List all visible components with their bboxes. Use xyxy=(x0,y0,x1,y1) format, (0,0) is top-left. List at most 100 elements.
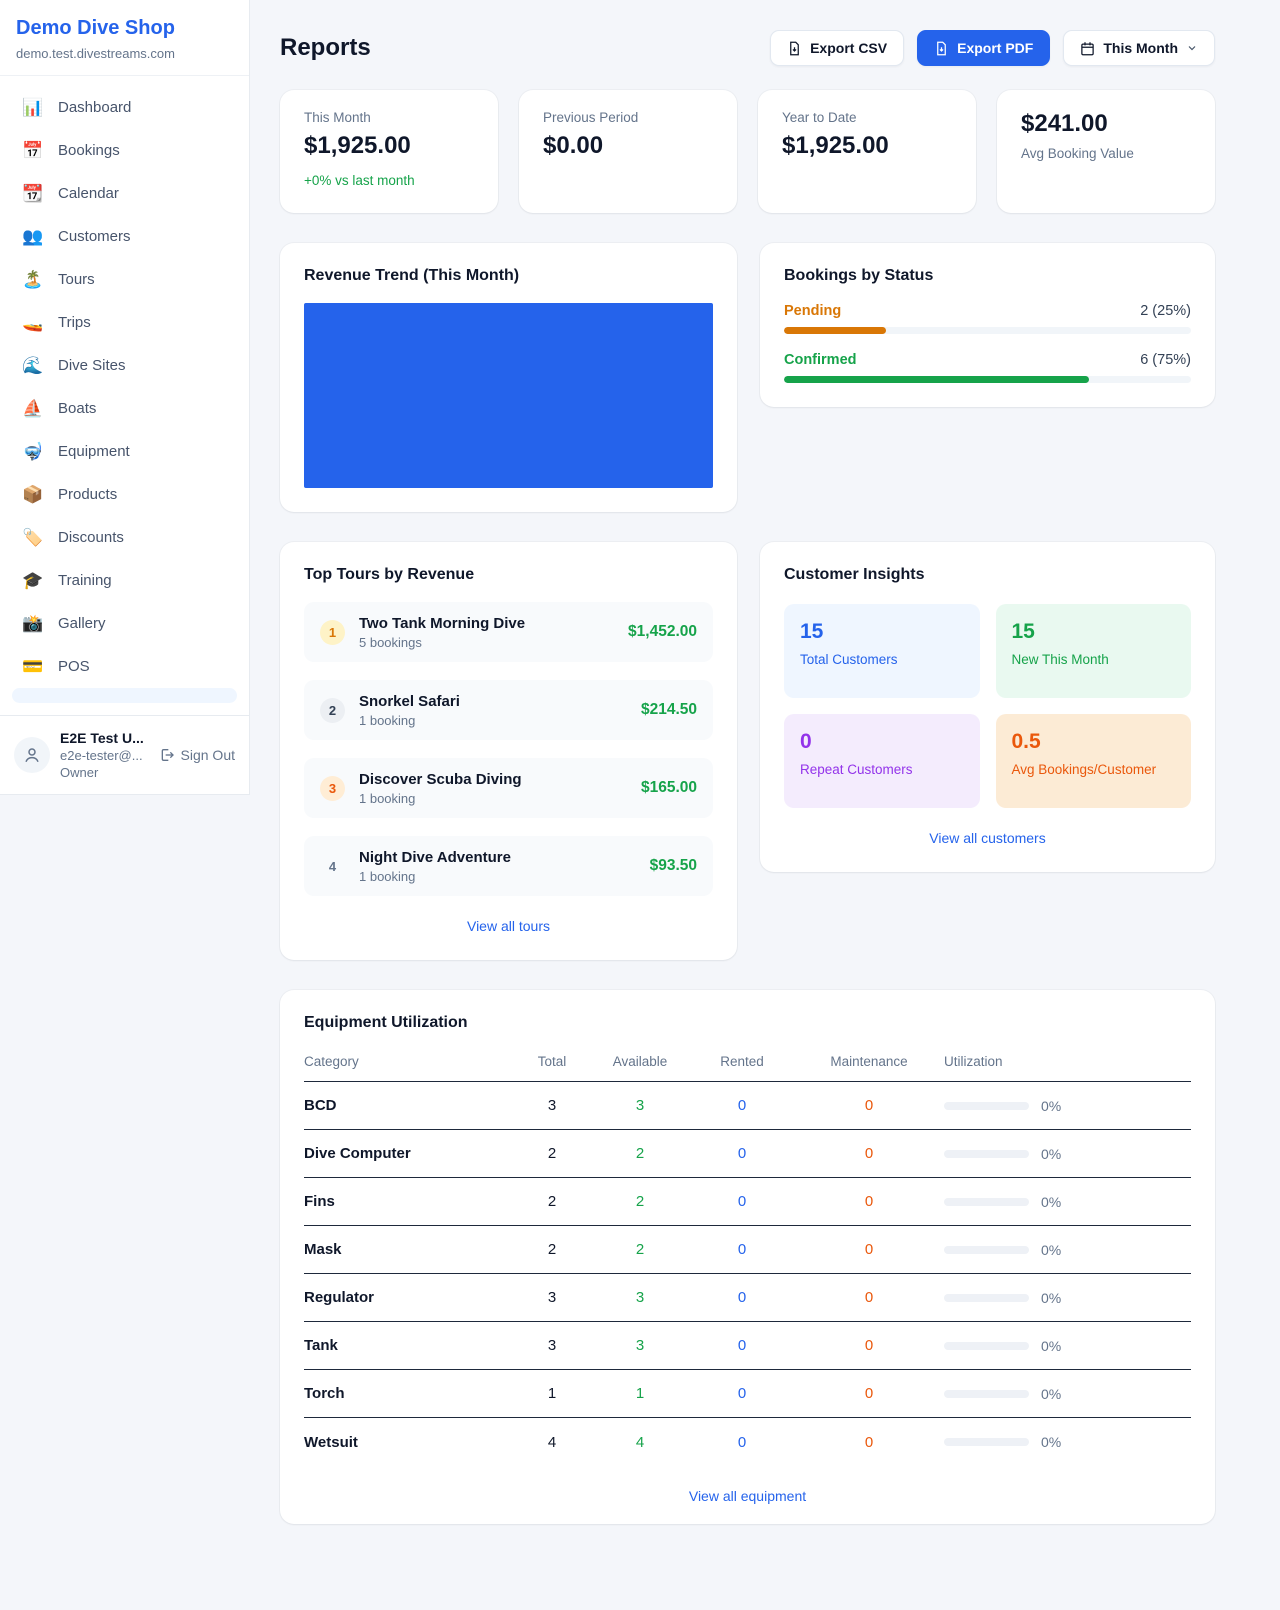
sidebar-item-boats[interactable]: ⛵ Boats xyxy=(10,387,239,430)
insight-tile: 15 New This Month xyxy=(995,604,1191,698)
tour-revenue: $93.50 xyxy=(649,857,697,874)
utilization-bar xyxy=(944,1389,1029,1398)
view-all-customers-link[interactable]: View all customers xyxy=(929,830,1046,846)
sidebar-item-label: Products xyxy=(58,486,118,503)
cell-maintenance: 0 xyxy=(864,1241,874,1258)
stat-value: $1,925.00 xyxy=(304,132,411,159)
tour-row[interactable]: 1 Two Tank Morning Dive 5 bookings $1,452.0… xyxy=(304,602,713,662)
sign-out-button[interactable]: Sign Out xyxy=(159,747,235,763)
boats-icon: ⛵ xyxy=(22,398,44,418)
insight-value: 0.5 xyxy=(1011,730,1041,753)
training-icon: 🎓 xyxy=(22,570,44,590)
brand-name: Demo Dive Shop xyxy=(16,17,175,39)
cell-utilization: 0% xyxy=(944,1434,1191,1450)
tour-name: Snorkel Safari xyxy=(359,692,460,710)
cell-utilization: 0% xyxy=(944,1242,1191,1258)
sidebar-item-pos[interactable]: 💳 POS xyxy=(10,645,239,688)
sidebar-item-gallery[interactable]: 📸 Gallery xyxy=(10,602,239,645)
insight-tile: 0 Repeat Customers xyxy=(784,714,980,808)
sidebar-item-customers[interactable]: 👥 Customers xyxy=(10,215,239,258)
file-download-icon xyxy=(790,41,799,55)
tour-row[interactable]: 3 Discover Scuba Diving 1 booking $165.00 xyxy=(304,758,713,818)
view-all-tours-link[interactable]: View all tours xyxy=(466,918,550,934)
utilization-percent: 0% xyxy=(1041,1097,1062,1114)
utilization-bar xyxy=(944,1149,1029,1158)
stat-card-1: Previous Period $0.00 xyxy=(519,90,737,213)
sidebar-item-label: Calendar xyxy=(58,185,119,202)
period-select[interactable]: This Month xyxy=(1063,30,1215,66)
stat-card-2: Year to Date $1,925.00 xyxy=(758,90,976,213)
export-csv-button[interactable]: Export CSV xyxy=(770,30,905,66)
sidebar-item-bookings[interactable]: 📅 Bookings xyxy=(10,129,239,172)
stat-card-0: This Month $1,925.00 +0% vs last month xyxy=(280,90,498,213)
cell-utilization: 0% xyxy=(944,1338,1191,1354)
avatar xyxy=(14,737,50,773)
tour-name: Two Tank Morning Dive xyxy=(359,614,526,632)
sidebar-item-products[interactable]: 📦 Products xyxy=(10,473,239,516)
sidebar-item-reports-active[interactable] xyxy=(12,688,237,703)
equipment-table-header: Category Total Available Rented Maintenance U… xyxy=(304,1054,1191,1082)
sidebar-item-tours[interactable]: 🏝️ Tours xyxy=(10,258,239,301)
cell-rented: 0 xyxy=(737,1097,747,1114)
status-label: Confirmed xyxy=(784,352,857,368)
column-header: Maintenance xyxy=(830,1054,908,1069)
cell-maintenance: 0 xyxy=(864,1289,874,1306)
sidebar-item-calendar[interactable]: 📆 Calendar xyxy=(10,172,239,215)
cell-total: 3 xyxy=(547,1337,557,1354)
tour-bookings: 1 booking xyxy=(359,712,416,728)
equipment-title: Equipment Utilization xyxy=(304,1014,468,1031)
cell-rented: 0 xyxy=(737,1289,747,1306)
tour-revenue: $165.00 xyxy=(640,779,697,796)
cell-available: 3 xyxy=(635,1097,645,1114)
insight-label: Total Customers xyxy=(800,652,898,667)
rank-badge: 4 xyxy=(328,858,337,874)
sidebar-item-trips[interactable]: 🚤 Trips xyxy=(10,301,239,344)
utilization-bar xyxy=(944,1341,1029,1350)
export-csv-label: Export CSV xyxy=(810,40,888,56)
tour-revenue: $214.50 xyxy=(640,701,697,718)
cell-category: Regulator xyxy=(304,1289,375,1306)
stat-label: Avg Booking Value xyxy=(1021,146,1134,161)
tour-row[interactable]: 4 Night Dive Adventure 1 booking $93.50 xyxy=(304,836,713,896)
calendar-icon xyxy=(1081,41,1095,55)
stat-label: Year to Date xyxy=(782,110,857,125)
cell-category: Tank xyxy=(304,1337,338,1354)
main-content: Reports Export CSV Export PDF This Month xyxy=(280,0,1215,1524)
revenue-trend-chart xyxy=(304,303,713,488)
insight-value: 15 xyxy=(800,620,824,643)
cell-maintenance: 0 xyxy=(864,1433,874,1451)
stats-grid: This Month $1,925.00 +0% vs last month Prev… xyxy=(280,90,1215,213)
cell-category: Dive Computer xyxy=(304,1145,411,1162)
bookings-status-title: Bookings by Status xyxy=(784,267,934,284)
stat-value: $0.00 xyxy=(543,132,604,159)
cell-available: 2 xyxy=(635,1193,645,1210)
status-bar-fill xyxy=(784,376,1090,383)
equipment-utilization-card: Equipment Utilization Category Total Avail… xyxy=(280,990,1215,1524)
sidebar-item-discounts[interactable]: 🏷️ Discounts xyxy=(10,516,239,559)
cell-utilization: 0% xyxy=(944,1386,1191,1402)
table-row: Fins 2 2 0 0 0% xyxy=(304,1178,1191,1226)
top-tours-card: Top Tours by Revenue 1 Two Tank Morning D… xyxy=(280,542,737,960)
export-pdf-button[interactable]: Export PDF xyxy=(917,30,1051,66)
status-bar-track xyxy=(784,376,1191,383)
tour-bookings: 5 bookings xyxy=(359,634,422,650)
cell-maintenance: 0 xyxy=(864,1097,874,1114)
sign-out-label: Sign Out xyxy=(180,747,235,763)
cell-rented: 0 xyxy=(737,1241,747,1258)
cell-rented: 0 xyxy=(737,1337,747,1354)
sidebar-item-training[interactable]: 🎓 Training xyxy=(10,559,239,602)
view-all-equipment-link[interactable]: View all equipment xyxy=(688,1488,807,1504)
cell-category: Torch xyxy=(304,1385,345,1402)
sidebar-item-equipment[interactable]: 🤿 Equipment xyxy=(10,430,239,473)
sidebar-item-dive-sites[interactable]: 🌊 Dive Sites xyxy=(10,344,239,387)
sidebar-item-label: Training xyxy=(58,572,112,589)
column-header: Available xyxy=(612,1054,668,1069)
sidebar-item-dashboard[interactable]: 📊 Dashboard xyxy=(10,86,239,129)
customer-insights-title: Customer Insights xyxy=(784,566,925,583)
insight-tile: 0.5 Avg Bookings/Customer xyxy=(995,714,1191,808)
insight-value: 0 xyxy=(800,730,812,753)
utilization-percent: 0% xyxy=(1041,1337,1062,1354)
tour-row[interactable]: 2 Snorkel Safari 1 booking $214.50 xyxy=(304,680,713,740)
discounts-icon: 🏷️ xyxy=(22,527,44,547)
stat-label: Previous Period xyxy=(543,110,639,125)
